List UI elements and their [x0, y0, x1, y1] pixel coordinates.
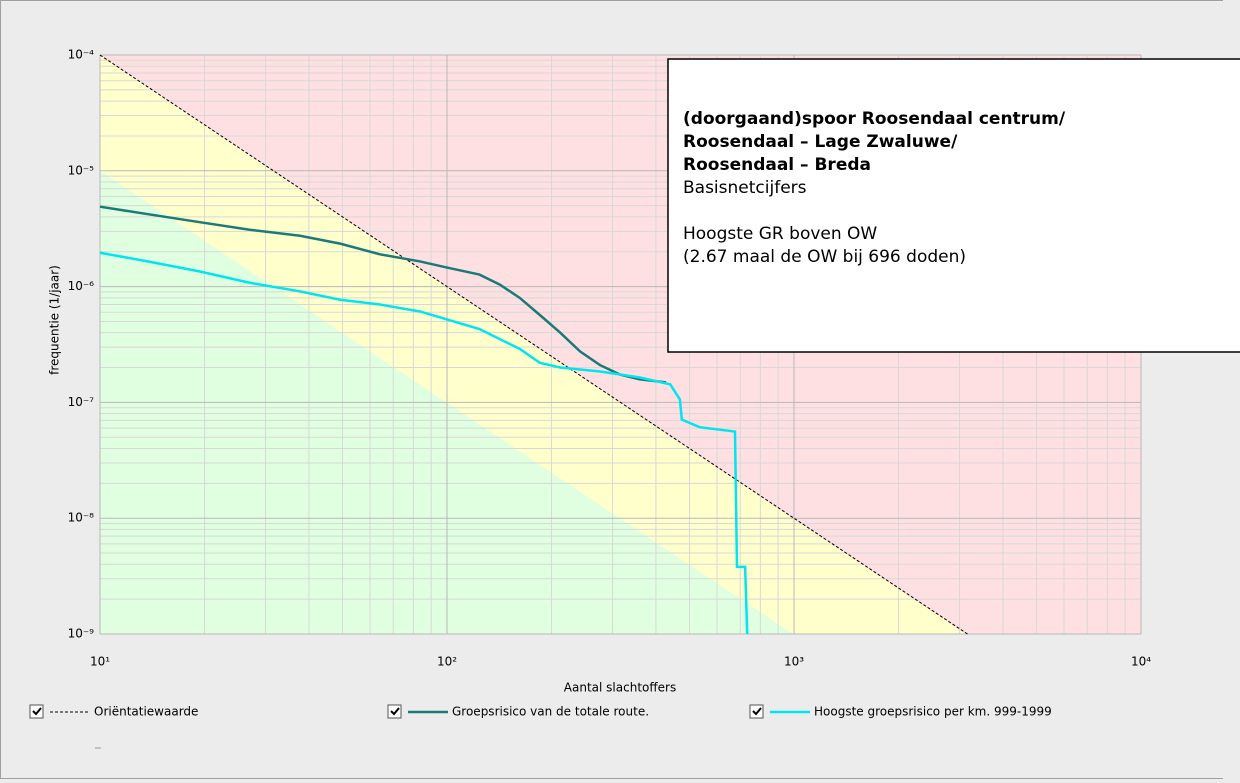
- checkbox[interactable]: [29, 704, 44, 719]
- legend-label: Groepsrisico van de totale route.: [452, 705, 649, 719]
- series-line: [99, 205, 667, 384]
- annotation-line: Hoogste GR boven OW: [683, 224, 877, 244]
- checkmark: [32, 707, 42, 716]
- y-tick-label: 10⁻⁸: [68, 511, 95, 525]
- x-axis-label: Aantal slachtoffers: [564, 681, 676, 695]
- legend-item[interactable]: Oriëntatiewaarde: [29, 704, 198, 719]
- checkbox[interactable]: [387, 704, 402, 719]
- legend-item[interactable]: Hoogste groepsrisico per km. 999-1999: [749, 704, 1052, 719]
- annotation-title: (doorgaand)spoor Roosendaal centrum/: [683, 109, 1066, 129]
- checkmark: [752, 707, 762, 716]
- legend-label: Hoogste groepsrisico per km. 999-1999: [814, 705, 1052, 719]
- x-tick-label: 10³: [784, 655, 804, 669]
- annotation-title: Roosendaal – Breda: [683, 155, 871, 175]
- legend-label: Oriëntatiewaarde: [94, 705, 198, 719]
- y-tick-label: 10⁻⁶: [68, 279, 95, 293]
- x-tick-label: 10¹: [90, 655, 110, 669]
- series-line: [99, 54, 968, 635]
- legend-item[interactable]: Groepsrisico van de totale route.: [387, 704, 649, 719]
- y-tick-label: 10⁻⁴: [68, 48, 95, 62]
- x-tick-label: 10²: [437, 655, 457, 669]
- y-tick-label: 10⁻⁵: [68, 163, 95, 177]
- series-line: [99, 251, 749, 635]
- checkbox[interactable]: [749, 704, 764, 719]
- annotation-line: (2.67 maal de OW bij 696 doden): [683, 247, 966, 267]
- y-axis-label: frequentie (1/jaar): [48, 265, 62, 375]
- annotation-title: Roosendaal – Lage Zwaluwe/: [683, 132, 958, 152]
- annotation-box: [667, 58, 1240, 353]
- y-tick-label: 10⁻⁷: [68, 395, 95, 409]
- annotation-line: Basisnetcijfers: [683, 178, 807, 198]
- checkmark: [390, 707, 400, 716]
- x-tick-label: 10⁴: [1131, 655, 1151, 669]
- y-tick-label: 10⁻⁹: [68, 627, 95, 641]
